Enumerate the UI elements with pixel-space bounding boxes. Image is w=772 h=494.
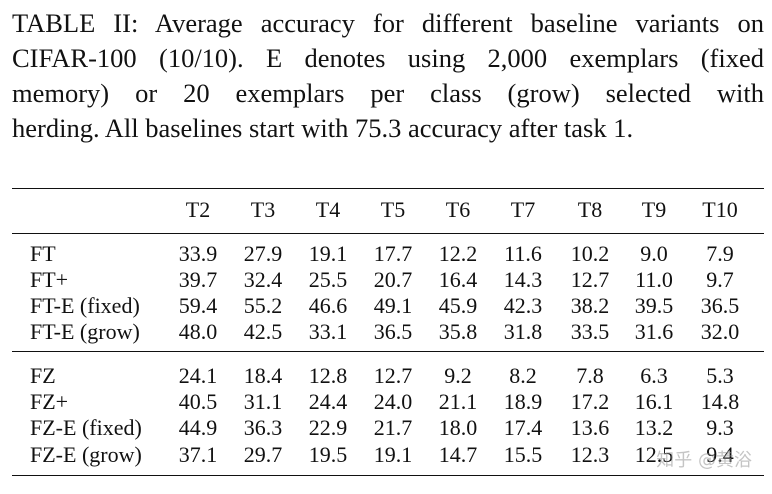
table-cell: 48.0: [178, 319, 218, 344]
table-cell: 39.7: [178, 267, 218, 292]
table-cell: 17.4: [503, 415, 543, 440]
table-caption: TABLE II: Average accuracy for different…: [12, 6, 764, 146]
table-cell: 36.5: [373, 319, 413, 344]
table-cell: 20.7: [373, 267, 413, 292]
table-cell: 19.1: [308, 241, 348, 266]
table-cell: 14.7: [438, 442, 478, 467]
caption-line: herding. All baselines start with 75.3 a…: [12, 113, 634, 143]
table-cell: 46.6: [308, 293, 348, 318]
table-cell: 37.1: [178, 442, 218, 467]
table-cell: 6.3: [640, 363, 668, 388]
column-header: T2: [185, 197, 211, 222]
table-cell: 25.5: [308, 267, 348, 292]
caption-line: TABLE II: Average accuracy for different…: [12, 8, 764, 38]
header-rule: [12, 233, 764, 234]
table-cell: 38.2: [570, 293, 610, 318]
table-cell: 9.0: [640, 241, 668, 266]
table-cell: 22.9: [308, 415, 348, 440]
table-cell: 18.4: [243, 363, 283, 388]
table-cell: 16.4: [438, 267, 478, 292]
table-cell: 13.2: [634, 415, 674, 440]
table-cell: 59.4: [178, 293, 218, 318]
table-cell: 12.5: [634, 442, 674, 467]
caption-line: CIFAR-100 (10/10). E denotes using 2,000…: [12, 43, 764, 73]
table-cell: 42.5: [243, 319, 283, 344]
table-cell: 9.7: [706, 267, 734, 292]
table-cell: 13.6: [570, 415, 610, 440]
column-header: T3: [250, 197, 276, 222]
table-cell: 14.8: [700, 389, 740, 414]
table-cell: 15.5: [503, 442, 543, 467]
column-header: T4: [315, 197, 341, 222]
column-header: T8: [577, 197, 603, 222]
table-cell: 9.4: [706, 442, 734, 467]
table-cell: 14.3: [503, 267, 543, 292]
row-label: FZ-E (grow): [30, 442, 142, 467]
table-cell: 7.9: [706, 241, 734, 266]
table-cell: 36.5: [700, 293, 740, 318]
table-cell: 44.9: [178, 415, 218, 440]
column-header: T6: [445, 197, 471, 222]
row-label: FZ+: [30, 389, 69, 414]
table-cell: 49.1: [373, 293, 413, 318]
table-cell: 35.8: [438, 319, 478, 344]
table-cell: 31.8: [503, 319, 543, 344]
table-cell: 18.0: [438, 415, 478, 440]
table-cell: 16.1: [634, 389, 674, 414]
table-cell: 12.7: [570, 267, 610, 292]
table-cell: 5.3: [706, 363, 734, 388]
table-cell: 31.6: [634, 319, 674, 344]
table-cell: 9.3: [706, 415, 734, 440]
row-label: FT-E (fixed): [30, 293, 140, 318]
table-cell: 10.2: [570, 241, 610, 266]
table-cell: 27.9: [243, 241, 283, 266]
table-cell: 32.4: [243, 267, 283, 292]
table-cell: 33.5: [570, 319, 610, 344]
table-cell: 21.7: [373, 415, 413, 440]
table-cell: 32.0: [700, 319, 740, 344]
table-cell: 17.7: [373, 241, 413, 266]
table-cell: 12.3: [570, 442, 610, 467]
table-cell: 19.1: [373, 442, 413, 467]
table-cell: 33.9: [178, 241, 218, 266]
table-cell: 12.7: [373, 363, 413, 388]
row-label: FT+: [30, 267, 69, 292]
table-cell: 24.0: [373, 389, 413, 414]
table-cell: 7.8: [576, 363, 604, 388]
table-cell: 29.7: [243, 442, 283, 467]
column-header: T7: [510, 197, 536, 222]
top-rule: [12, 188, 764, 189]
table-cell: 31.1: [243, 389, 283, 414]
watermark: 知乎 @黄浴: [656, 450, 752, 471]
table-cell: 11.0: [635, 267, 673, 292]
bottom-rule: [12, 475, 764, 476]
row-label: FZ: [30, 363, 56, 388]
table-cell: 17.2: [570, 389, 610, 414]
table-cell: 24.1: [178, 363, 218, 388]
table-cell: 33.1: [308, 319, 348, 344]
column-header: T5: [380, 197, 406, 222]
row-label: FT-E (grow): [30, 319, 140, 344]
table-cell: 45.9: [438, 293, 478, 318]
table-cell: 12.2: [438, 241, 478, 266]
column-header: T10: [702, 197, 738, 222]
column-header: T9: [641, 197, 667, 222]
table-cell: 55.2: [243, 293, 283, 318]
table-cell: 36.3: [243, 415, 283, 440]
row-label: FZ-E (fixed): [30, 415, 142, 440]
table-cell: 39.5: [634, 293, 674, 318]
table-cell: 21.1: [438, 389, 478, 414]
table-cell: 8.2: [509, 363, 537, 388]
table-cell: 19.5: [308, 442, 348, 467]
table-cell: 40.5: [178, 389, 218, 414]
table-cell: 11.6: [504, 241, 542, 266]
caption-line: memory) or 20 exemplars per class (grow)…: [12, 78, 764, 108]
group-divider-rule: [12, 351, 764, 352]
table-cell: 9.2: [444, 363, 472, 388]
row-label: FT: [30, 241, 56, 266]
table-cell: 12.8: [308, 363, 348, 388]
table-cell: 18.9: [503, 389, 543, 414]
table-cell: 24.4: [308, 389, 348, 414]
table-cell: 42.3: [503, 293, 543, 318]
